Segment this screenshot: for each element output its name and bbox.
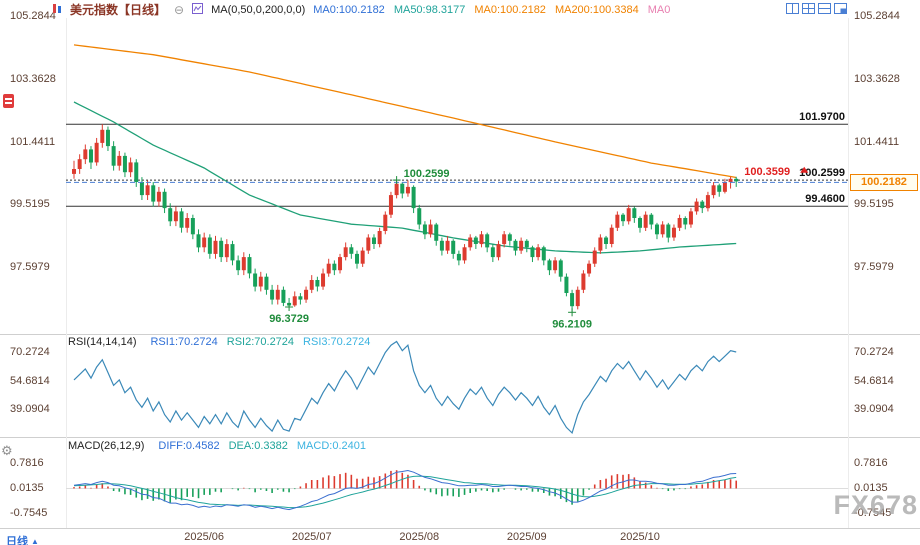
macd-axis-label: 0.0135 [854,482,888,494]
ma-legend-item: MA0:100.2182 [474,3,546,16]
x-axis-label: 2025/09 [506,531,547,543]
macd-legend-item: MACD:0.2401 [296,440,366,452]
layout-split-icon[interactable] [786,3,799,17]
ma-legend-item: MA200:100.3384 [554,3,639,16]
ma-legend-item: MA50:98.3177 [393,3,466,16]
price-chart[interactable]: 101.9700 100.2599 99.4600 100.2599 96.3729 96… [66,44,848,330]
price-axis-label: 99.5195 [10,198,50,211]
rsi-axis-label: 39.0904 [10,403,50,415]
macd-axis-label: -0.7545 [10,506,48,519]
price-axis-label: 105.2844 [854,10,900,22]
alert-icon[interactable] [3,94,14,108]
price-axis-label: 97.5979 [10,261,50,273]
collapse-icon[interactable]: ⊖ [174,2,185,17]
price-axis-label: 99.5195 [854,198,894,211]
macd-header-row: MACD(26,12,9) DIFF:0.4582 DEA:0.3382 MACD:… [68,440,366,452]
rsi-settings-label: RSI(14,14,14) [68,336,137,348]
layout-grid-icon[interactable] [802,3,815,17]
rsi-chart[interactable] [73,340,737,435]
macd-legend: DIFF:0.4582 DEA:0.3382 MACD:0.2401 [158,440,366,452]
macd-axis-label: -0.7545 [854,506,892,519]
instrument-icon [52,2,62,18]
chart-header: 美元指数【日线】 ⊖ MA(0,50,0,200,0,0) MA0:100.21… [52,2,670,17]
watermark: FX678 [833,490,918,520]
chart-title: 美元指数【日线】 [70,3,167,17]
tab-daily[interactable]: 日线 ▲ [6,533,39,545]
svg-text:100.3599: 100.3599 [744,166,790,178]
ma-legend: MA0:100.2182 MA50:98.3177 MA0:100.2182 MA20… [313,4,670,16]
tab-arrow-icon: ▲ [31,536,39,545]
last-price-tag: 100.2182 [850,173,918,191]
panel-separators [0,18,920,529]
macd-chart[interactable] [66,469,848,511]
rsi-header-row: RSI(14,14,14) RSI1:70.2724 RSI2:70.2724 RS… [68,336,371,348]
rsi-legend-item: RSI3:70.2724 [303,336,371,348]
window-layout-icons [786,3,847,17]
price-axis-label: 101.4411 [10,135,56,148]
rsi-axis-label: 54.6814 [854,374,894,387]
rsi-axis-label: 70.2724 [10,346,50,358]
price-axis-label: 103.3628 [854,72,900,85]
rsi-axis-label: 54.6814 [10,374,50,387]
ma-settings-label: MA(0,50,0,200,0,0) [211,3,306,16]
macd-legend-item: DIFF:0.4582 [158,440,220,452]
svg-text:99.4600: 99.4600 [805,193,845,205]
rsi-legend-item: RSI1:70.2724 [150,336,218,348]
ma-legend-item: MA0 [647,3,671,16]
tab-daily-label: 日线 [6,536,28,545]
x-axis-label: 2025/08 [399,531,440,543]
svg-text:100.2599: 100.2599 [404,168,450,180]
price-axis-label: 97.5979 [854,261,894,273]
svg-text:96.3729: 96.3729 [269,313,309,325]
svg-text:96.2109: 96.2109 [552,318,592,330]
macd-axis-label: 0.0135 [10,482,44,494]
layout-rows-icon[interactable] [818,3,831,17]
macd-axis-label: 0.7816 [10,457,44,469]
rsi-legend-item: RSI2:70.2724 [226,336,295,348]
macd-settings-label: MACD(26,12,9) [68,440,145,452]
price-axis-label: 105.2844 [10,10,56,22]
gear-icon[interactable]: ⚙ [1,443,13,458]
layout-pane-icon[interactable] [834,3,847,17]
x-axis-label: 2025/06 [184,531,225,543]
price-axis-label: 101.4411 [854,135,900,148]
price-axis-label: 103.3628 [10,72,56,85]
svg-text:101.9700: 101.9700 [799,111,845,123]
macd-axis-label: 0.7816 [854,457,888,469]
svg-text:100.2599: 100.2599 [799,167,845,179]
rsi-legend: RSI1:70.2724 RSI2:70.2724 RSI3:70.2724 [150,336,370,348]
rsi-axis-label: 39.0904 [854,403,894,415]
indicator-settings-icon[interactable] [192,2,204,17]
x-axis-label: 2025/10 [620,531,660,543]
ma-legend-item: MA0:100.2182 [313,3,385,16]
x-axis-label: 2025/07 [291,531,332,543]
rsi-axis-label: 70.2724 [854,346,894,358]
macd-legend-item: DEA:0.3382 [228,440,288,452]
